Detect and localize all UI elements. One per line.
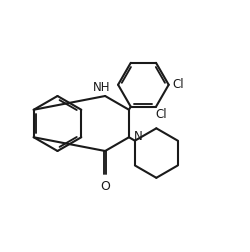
Text: Cl: Cl	[172, 78, 184, 91]
Text: N: N	[134, 130, 143, 142]
Text: O: O	[100, 180, 110, 193]
Text: NH: NH	[93, 80, 110, 93]
Text: Cl: Cl	[155, 108, 166, 121]
